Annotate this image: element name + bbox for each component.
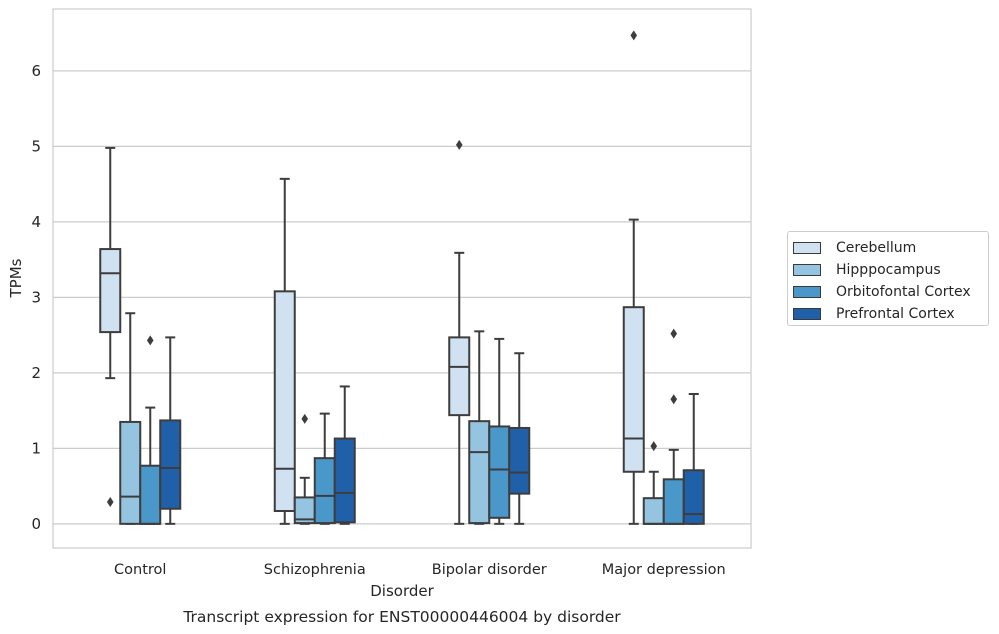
box xyxy=(488,425,511,519)
outlier-point xyxy=(670,394,678,405)
box-prefrontal-cortex xyxy=(682,393,705,525)
y-tick-label: 1 xyxy=(31,439,41,457)
legend-swatch xyxy=(793,286,821,298)
x-tick-label: Major depression xyxy=(602,562,726,578)
box-hipppocampus xyxy=(293,413,316,525)
box xyxy=(99,248,122,334)
box xyxy=(662,478,685,525)
x-tick-labels: Control Schizophrenia Bipolar disorder Majo… xyxy=(114,562,726,578)
x-axis-label: Disorder xyxy=(370,582,434,600)
legend-item: Orbitofontal Cortex xyxy=(793,281,988,303)
plot-frame xyxy=(52,8,752,549)
x-tick-label: Control xyxy=(114,562,166,578)
box-cerebellum xyxy=(273,177,296,525)
box-hipppocampus xyxy=(642,441,665,525)
box xyxy=(119,420,142,525)
box-cerebellum xyxy=(622,30,645,525)
y-tick-label: 5 xyxy=(31,137,41,155)
box-orbitofontal-cortex xyxy=(313,412,336,525)
y-tick-label: 0 xyxy=(31,515,41,533)
box xyxy=(508,426,531,495)
box-cerebellum xyxy=(448,139,471,525)
y-tick-label: 3 xyxy=(31,288,41,306)
box xyxy=(273,290,296,513)
box-prefrontal-cortex xyxy=(333,385,356,525)
box-hipppocampus xyxy=(468,330,491,525)
legend-item: Hipppocampus xyxy=(793,259,988,281)
legend-swatch xyxy=(793,264,821,276)
box xyxy=(642,497,665,525)
y-tick-label: 6 xyxy=(31,62,41,80)
legend-label: Orbitofontal Cortex xyxy=(836,284,971,300)
x-tick-label: Bipolar disorder xyxy=(432,562,547,578)
x-tick-label: Schizophrenia xyxy=(264,562,366,578)
y-axis-label: TPMs xyxy=(7,258,25,298)
box xyxy=(139,464,162,525)
box-orbitofontal-cortex xyxy=(662,328,685,525)
box xyxy=(313,457,336,525)
legend-item: Cerebellum xyxy=(793,237,988,259)
chart-title: Transcript expression for ENST0000044600… xyxy=(182,608,621,626)
box xyxy=(622,306,645,473)
outlier-point xyxy=(650,441,658,452)
y-tick-label: 2 xyxy=(31,364,41,382)
box-plots xyxy=(99,30,705,525)
box xyxy=(468,420,491,525)
outlier-point xyxy=(301,413,309,424)
legend-label: Hipppocampus xyxy=(836,262,941,278)
box-cerebellum xyxy=(99,146,122,507)
y-tick-labels: 0 1 2 3 4 5 6 xyxy=(31,62,41,533)
box xyxy=(159,419,182,510)
box xyxy=(333,437,356,524)
box-prefrontal-cortex xyxy=(508,352,531,525)
box-prefrontal-cortex xyxy=(159,336,182,525)
legend-item: Prefrontal Cortex xyxy=(793,303,988,325)
legend-swatch xyxy=(793,242,821,254)
outlier-point xyxy=(455,139,463,150)
box xyxy=(448,336,471,417)
legend: Cerebellum Hipppocampus Orbitofontal Corte… xyxy=(787,231,989,326)
outlier-point xyxy=(670,328,678,339)
legend-label: Prefrontal Cortex xyxy=(836,306,955,322)
legend-label: Cerebellum xyxy=(836,240,917,256)
outlier-point xyxy=(630,30,638,41)
box xyxy=(682,469,705,525)
box-hipppocampus xyxy=(119,312,142,525)
outlier-point xyxy=(146,335,154,346)
legend-swatch xyxy=(793,308,821,320)
outlier-point xyxy=(106,496,114,507)
y-tick-label: 4 xyxy=(31,213,41,231)
